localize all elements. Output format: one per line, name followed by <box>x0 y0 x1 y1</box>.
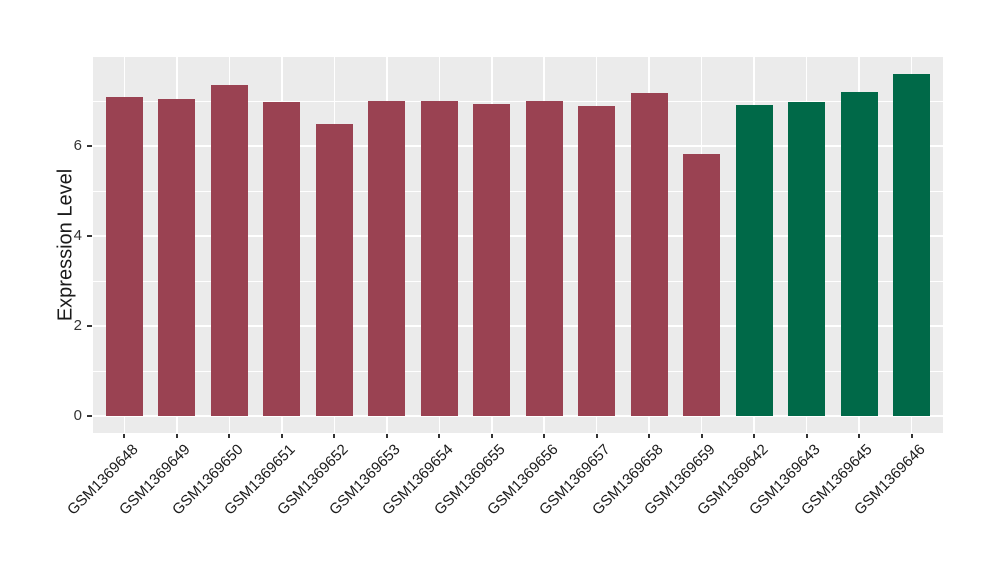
bar-GSM1369651 <box>263 102 301 416</box>
y-tick-mark-2 <box>87 325 92 327</box>
x-tick-mark-GSM1369648 <box>123 434 126 438</box>
bar-GSM1369657 <box>578 105 616 416</box>
x-tick-mark-GSM1369649 <box>175 434 178 438</box>
plot-panel <box>93 57 943 433</box>
x-tick-mark-GSM1369645 <box>858 434 861 438</box>
bar-GSM1369658 <box>630 93 668 416</box>
x-tick-mark-GSM1369657 <box>595 434 598 438</box>
x-tick-mark-GSM1369654 <box>438 434 441 438</box>
bar-GSM1369649 <box>158 99 196 416</box>
y-tick-label-2: 2 <box>73 317 82 334</box>
x-tick-mark-GSM1369653 <box>385 434 388 438</box>
bar-GSM1369648 <box>105 96 143 416</box>
x-tick-mark-GSM1369656 <box>543 434 546 438</box>
x-tick-mark-GSM1369643 <box>805 434 808 438</box>
y-tick-label-6: 6 <box>73 137 82 154</box>
bar-GSM1369642 <box>735 105 773 416</box>
x-tick-mark-GSM1369658 <box>648 434 651 438</box>
bar-GSM1369652 <box>315 123 353 416</box>
bar-GSM1369659 <box>683 153 721 416</box>
major-gridline-y-2 <box>93 325 943 327</box>
bar-GSM1369645 <box>840 92 878 416</box>
major-gridline-y-6 <box>93 145 943 147</box>
y-tick-mark-4 <box>87 235 92 237</box>
minor-gridline-y-7 <box>93 100 943 102</box>
major-gridline-y-0 <box>93 415 943 417</box>
bar-GSM1369646 <box>893 74 931 416</box>
x-tick-mark-GSM1369650 <box>228 434 231 438</box>
y-tick-mark-6 <box>87 145 92 147</box>
x-tick-mark-GSM1369646 <box>910 434 913 438</box>
major-gridline-y-4 <box>93 235 943 237</box>
minor-gridline-y-1 <box>93 370 943 372</box>
y-tick-label-4: 4 <box>73 227 82 244</box>
y-axis-title: Expression Level <box>54 168 77 322</box>
bar-GSM1369650 <box>210 84 248 416</box>
y-tick-mark-0 <box>87 415 92 417</box>
x-tick-mark-GSM1369655 <box>490 434 493 438</box>
y-tick-label-0: 0 <box>73 407 82 424</box>
bar-GSM1369643 <box>788 101 826 416</box>
x-tick-mark-GSM1369659 <box>700 434 703 438</box>
minor-gridline-y-5 <box>93 190 943 192</box>
bar-GSM1369656 <box>525 101 563 416</box>
x-tick-mark-GSM1369652 <box>333 434 336 438</box>
bar-GSM1369654 <box>420 101 458 416</box>
minor-gridline-y-3 <box>93 280 943 282</box>
bar-GSM1369653 <box>368 101 406 416</box>
x-tick-mark-GSM1369642 <box>753 434 756 438</box>
x-tick-mark-GSM1369651 <box>280 434 283 438</box>
bar-GSM1369655 <box>473 103 511 416</box>
